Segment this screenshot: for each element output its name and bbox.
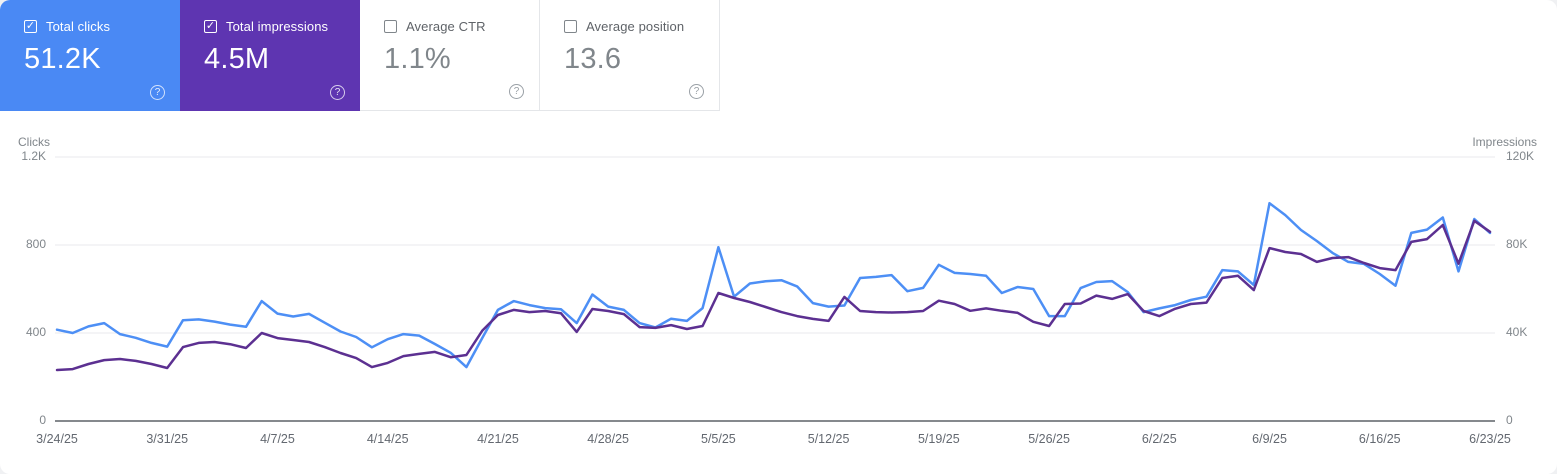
x-axis-label: 4/28/25	[587, 432, 629, 446]
x-axis-label: 6/9/25	[1252, 432, 1287, 446]
card-average-position[interactable]: Average position 13.6 ?	[540, 0, 720, 111]
card-average-ctr[interactable]: Average CTR 1.1% ?	[360, 0, 540, 111]
help-icon[interactable]: ?	[330, 85, 345, 100]
right-axis-tick: 0	[1506, 413, 1513, 427]
left-axis-tick: 0	[39, 413, 46, 427]
right-axis-title: Impressions	[1472, 135, 1537, 149]
left-axis-title: Clicks	[18, 135, 50, 149]
x-axis-label: 4/21/25	[477, 432, 519, 446]
left-axis-tick: 1.2K	[21, 149, 46, 163]
clicks-line[interactable]	[55, 201, 1492, 369]
metric-cards-row: ✓ Total clicks 51.2K ? ✓ Total impressio…	[0, 0, 720, 111]
checkbox-unchecked-icon[interactable]	[564, 20, 577, 33]
performance-chart[interactable]: Clicks Impressions 0 400 800 1.2K 0 40K 80K 12…	[0, 110, 1557, 474]
x-axis-label: 4/7/25	[260, 432, 295, 446]
x-axis-label: 5/5/25	[700, 432, 736, 446]
impressions-line[interactable]	[55, 219, 1492, 372]
x-axis-label: 3/24/25	[36, 432, 78, 446]
left-axis-tick: 800	[25, 237, 46, 251]
x-axis-label: 4/14/25	[366, 432, 409, 446]
x-axis-label: 6/2/25	[1141, 432, 1177, 446]
checkbox-checked-icon[interactable]: ✓	[24, 20, 37, 33]
x-axis-label: 3/31/25	[146, 432, 189, 446]
help-icon[interactable]: ?	[509, 84, 524, 99]
checkbox-unchecked-icon[interactable]	[384, 20, 397, 33]
metric-label: Average CTR	[406, 19, 486, 34]
x-axis-label: 6/16/25	[1358, 432, 1401, 446]
card-total-clicks[interactable]: ✓ Total clicks 51.2K ?	[0, 0, 180, 111]
metric-label: Total clicks	[46, 19, 111, 34]
x-axis-label: 5/12/25	[807, 432, 850, 446]
checkbox-checked-icon[interactable]: ✓	[204, 20, 217, 33]
metric-value: 4.5M	[204, 43, 270, 75]
help-icon[interactable]: ?	[150, 85, 165, 100]
right-axis-tick: 40K	[1506, 325, 1528, 339]
left-axis-tick: 400	[25, 325, 46, 339]
x-axis-label: 5/26/25	[1028, 432, 1070, 446]
x-axis-label: 5/19/25	[917, 432, 960, 446]
card-total-impressions[interactable]: ✓ Total impressions 4.5M ?	[180, 0, 360, 111]
chart-plot-area	[55, 156, 1495, 422]
metric-label: Average position	[586, 19, 685, 34]
help-icon[interactable]: ?	[689, 84, 704, 99]
x-axis-label: 6/23/25	[1469, 432, 1511, 446]
right-axis-tick: 120K	[1506, 149, 1535, 163]
right-axis-tick: 80K	[1506, 237, 1528, 251]
metric-label: Total impressions	[226, 19, 329, 34]
metric-value: 1.1%	[384, 43, 451, 75]
metric-value: 13.6	[564, 43, 622, 75]
metric-value: 51.2K	[24, 43, 101, 75]
